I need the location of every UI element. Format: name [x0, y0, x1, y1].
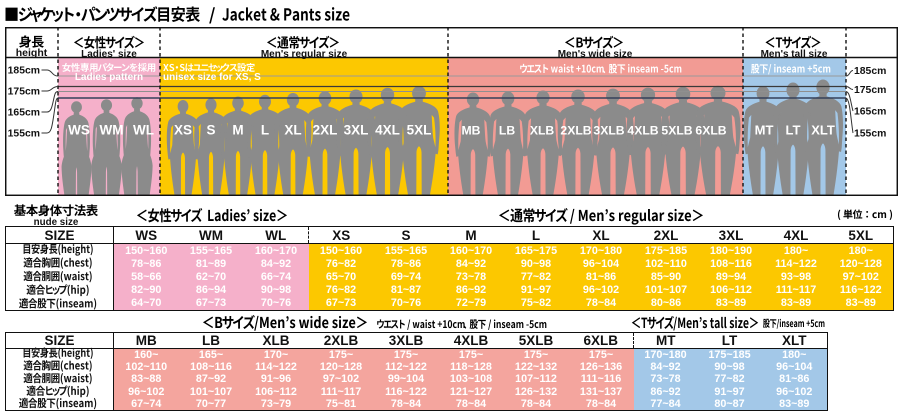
svg-text:WM: WM: [100, 123, 124, 138]
svg-text:L: L: [261, 123, 269, 138]
svg-text:Men's tall size: Men's tall size: [761, 49, 828, 60]
svg-text:MT: MT: [755, 123, 774, 138]
svg-text:XL: XL: [284, 123, 301, 138]
svg-text:XLB: XLB: [530, 124, 555, 138]
svg-text:XLT: XLT: [811, 123, 835, 138]
svg-text:175cm: 175cm: [8, 87, 40, 98]
svg-text:height: height: [16, 47, 48, 59]
svg-text:175cm: 175cm: [854, 85, 886, 96]
svg-text:5XL: 5XL: [407, 123, 432, 138]
svg-text:XS: XS: [174, 123, 192, 138]
svg-text:WL: WL: [133, 123, 154, 138]
svg-text:165cm: 165cm: [8, 108, 40, 119]
svg-text:LT: LT: [786, 123, 801, 138]
svg-text:LB: LB: [499, 124, 515, 138]
svg-text:2XLB: 2XLB: [560, 124, 591, 138]
svg-text:5XLB: 5XLB: [661, 124, 692, 138]
svg-text:Ladies' size: Ladies' size: [81, 49, 137, 60]
svg-text:185cm: 185cm: [854, 66, 886, 77]
svg-text:nude size: nude size: [34, 217, 79, 228]
svg-text:WS: WS: [68, 123, 90, 138]
svg-text:155cm: 155cm: [8, 129, 40, 140]
svg-text:3XLB: 3XLB: [593, 124, 624, 138]
svg-text:6XLB: 6XLB: [695, 124, 726, 138]
svg-text:unisex size for XS, S: unisex size for XS, S: [163, 72, 261, 83]
svg-text:155cm: 155cm: [854, 129, 886, 140]
svg-text:3XL: 3XL: [344, 123, 369, 138]
svg-text:4XL: 4XL: [375, 123, 400, 138]
svg-text:Ladies pattern: Ladies pattern: [75, 72, 143, 83]
svg-text:2XL: 2XL: [313, 123, 338, 138]
svg-text:185cm: 185cm: [8, 66, 40, 77]
svg-text:Men's wide size: Men's wide size: [558, 49, 633, 60]
svg-text:Men's regular size: Men's regular size: [261, 49, 348, 60]
svg-text:165cm: 165cm: [854, 107, 886, 118]
svg-text:S: S: [206, 123, 215, 138]
svg-text:4XLB: 4XLB: [627, 124, 658, 138]
svg-text:MB: MB: [462, 124, 481, 138]
svg-text:M: M: [232, 123, 243, 138]
